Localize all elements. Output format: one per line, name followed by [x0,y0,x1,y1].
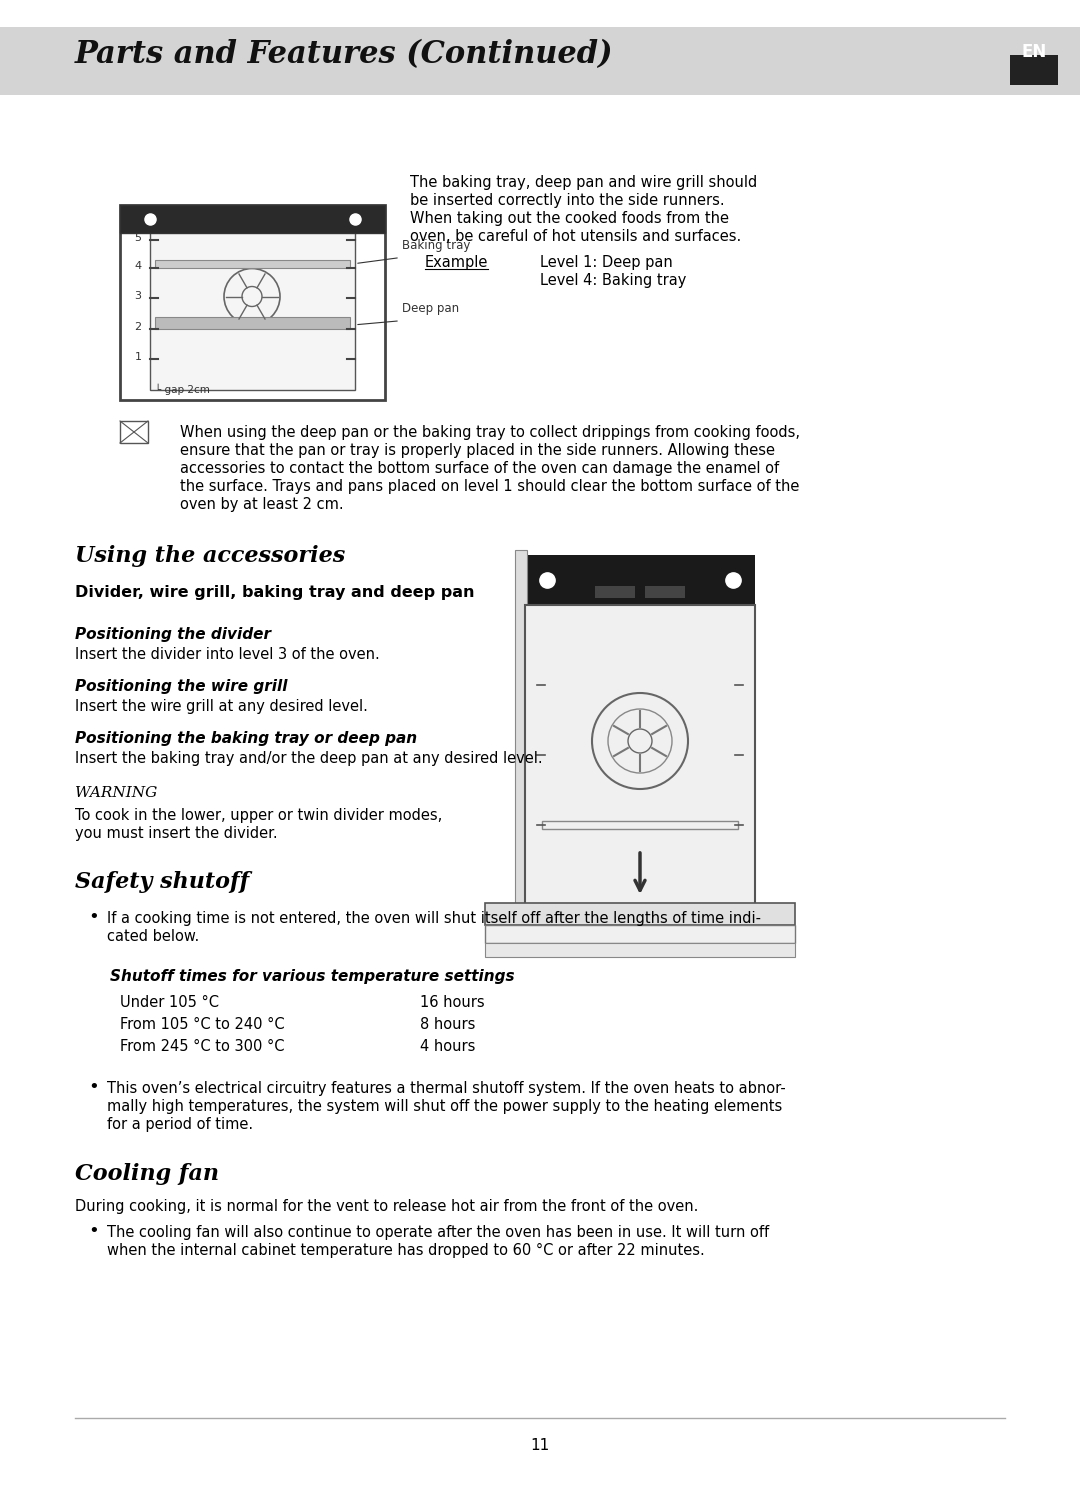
Text: Positioning the divider: Positioning the divider [75,627,271,642]
Text: WARNING: WARNING [75,786,158,799]
Text: Deep pan: Deep pan [402,302,459,315]
Text: Under 105 °C: Under 105 °C [120,996,219,1010]
Text: be inserted correctly into the side runners.: be inserted correctly into the side runn… [410,193,725,208]
Text: 1: 1 [135,352,141,363]
Text: 4 hours: 4 hours [420,1039,475,1054]
Text: └ gap 2cm: └ gap 2cm [156,383,210,395]
Text: Shutoff times for various temperature settings: Shutoff times for various temperature se… [110,969,515,984]
Bar [525,554,755,605]
Text: Insert the baking tray and/or the deep pan at any desired level.: Insert the baking tray and/or the deep p… [75,750,542,765]
Text: Safety shutoff: Safety shutoff [75,871,249,893]
Text: Positioning the baking tray or deep pan: Positioning the baking tray or deep pan [75,731,417,746]
Text: 5: 5 [135,233,141,244]
Bar [485,944,795,957]
Text: mally high temperatures, the system will shut off the power supply to the heatin: mally high temperatures, the system will… [107,1100,782,1114]
Text: From 105 °C to 240 °C: From 105 °C to 240 °C [120,1016,285,1031]
Text: To cook in the lower, upper or twin divider modes,: To cook in the lower, upper or twin divi… [75,808,442,823]
Text: 11: 11 [530,1438,550,1453]
Text: the surface. Trays and pans placed on level 1 should clear the bottom surface of: the surface. Trays and pans placed on le… [180,478,799,493]
Bar [595,585,635,597]
Text: you must insert the divider.: you must insert the divider. [75,826,278,841]
Text: 4: 4 [134,260,141,270]
Text: During cooking, it is normal for the vent to release hot air from the front of t: During cooking, it is normal for the ven… [75,1199,699,1214]
Text: oven, be careful of hot utensils and surfaces.: oven, be careful of hot utensils and sur… [410,229,741,244]
Bar [120,421,148,443]
Bar [515,550,527,905]
Text: ensure that the pan or tray is properly placed in the side runners. Allowing the: ensure that the pan or tray is properly … [180,443,775,458]
Text: 2: 2 [134,322,141,331]
Text: The cooling fan will also continue to operate after the oven has been in use. It: The cooling fan will also continue to op… [107,1224,769,1239]
Bar [1010,55,1058,85]
Bar [120,205,384,233]
Text: Level 1: Deep pan: Level 1: Deep pan [540,256,673,270]
Text: •: • [87,908,98,926]
Text: This oven’s electrical circuitry features a thermal shutoff system. If the oven : This oven’s electrical circuitry feature… [107,1080,786,1097]
Text: From 245 °C to 300 °C: From 245 °C to 300 °C [120,1039,284,1054]
Text: when the internal cabinet temperature has dropped to 60 °C or after 22 minutes.: when the internal cabinet temperature ha… [107,1242,705,1259]
Bar [156,260,350,267]
Text: Parts and Features (Continued): Parts and Features (Continued) [75,39,613,70]
Bar [150,220,355,389]
Bar [542,820,738,829]
Text: Positioning the wire grill: Positioning the wire grill [75,679,287,694]
Text: 16 hours: 16 hours [420,996,485,1010]
Bar [120,205,384,400]
Text: Using the accessories: Using the accessories [75,545,346,568]
Text: •: • [87,1077,98,1097]
Text: oven by at least 2 cm.: oven by at least 2 cm. [180,496,343,513]
Bar [485,903,795,924]
Text: Insert the wire grill at any desired level.: Insert the wire grill at any desired lev… [75,698,368,713]
Text: The baking tray, deep pan and wire grill should: The baking tray, deep pan and wire grill… [410,175,757,190]
Text: Level 4: Baking tray: Level 4: Baking tray [540,273,687,288]
Text: cated below.: cated below. [107,929,199,944]
Bar [525,605,755,905]
Text: accessories to contact the bottom surface of the oven can damage the enamel of: accessories to contact the bottom surfac… [180,461,779,476]
Text: Example: Example [426,256,488,270]
Bar [645,585,685,597]
Text: EN: EN [1022,43,1047,61]
Text: Insert the divider into level 3 of the oven.: Insert the divider into level 3 of the o… [75,646,380,661]
Text: Divider, wire grill, baking tray and deep pan: Divider, wire grill, baking tray and dee… [75,585,474,600]
Text: If a cooking time is not entered, the oven will shut itself off after the length: If a cooking time is not entered, the ov… [107,911,761,926]
Text: •: • [87,1221,98,1239]
Text: 8 hours: 8 hours [420,1016,475,1031]
Text: Cooling fan: Cooling fan [75,1164,219,1184]
Text: When using the deep pan or the baking tray to collect drippings from cooking foo: When using the deep pan or the baking tr… [180,425,800,440]
Text: Baking tray: Baking tray [402,239,471,251]
Text: for a period of time.: for a period of time. [107,1117,253,1132]
Text: 3: 3 [135,291,141,302]
Bar [156,317,350,328]
Bar [485,924,795,944]
Text: When taking out the cooked foods from the: When taking out the cooked foods from th… [410,211,729,226]
Bar [0,27,1080,95]
